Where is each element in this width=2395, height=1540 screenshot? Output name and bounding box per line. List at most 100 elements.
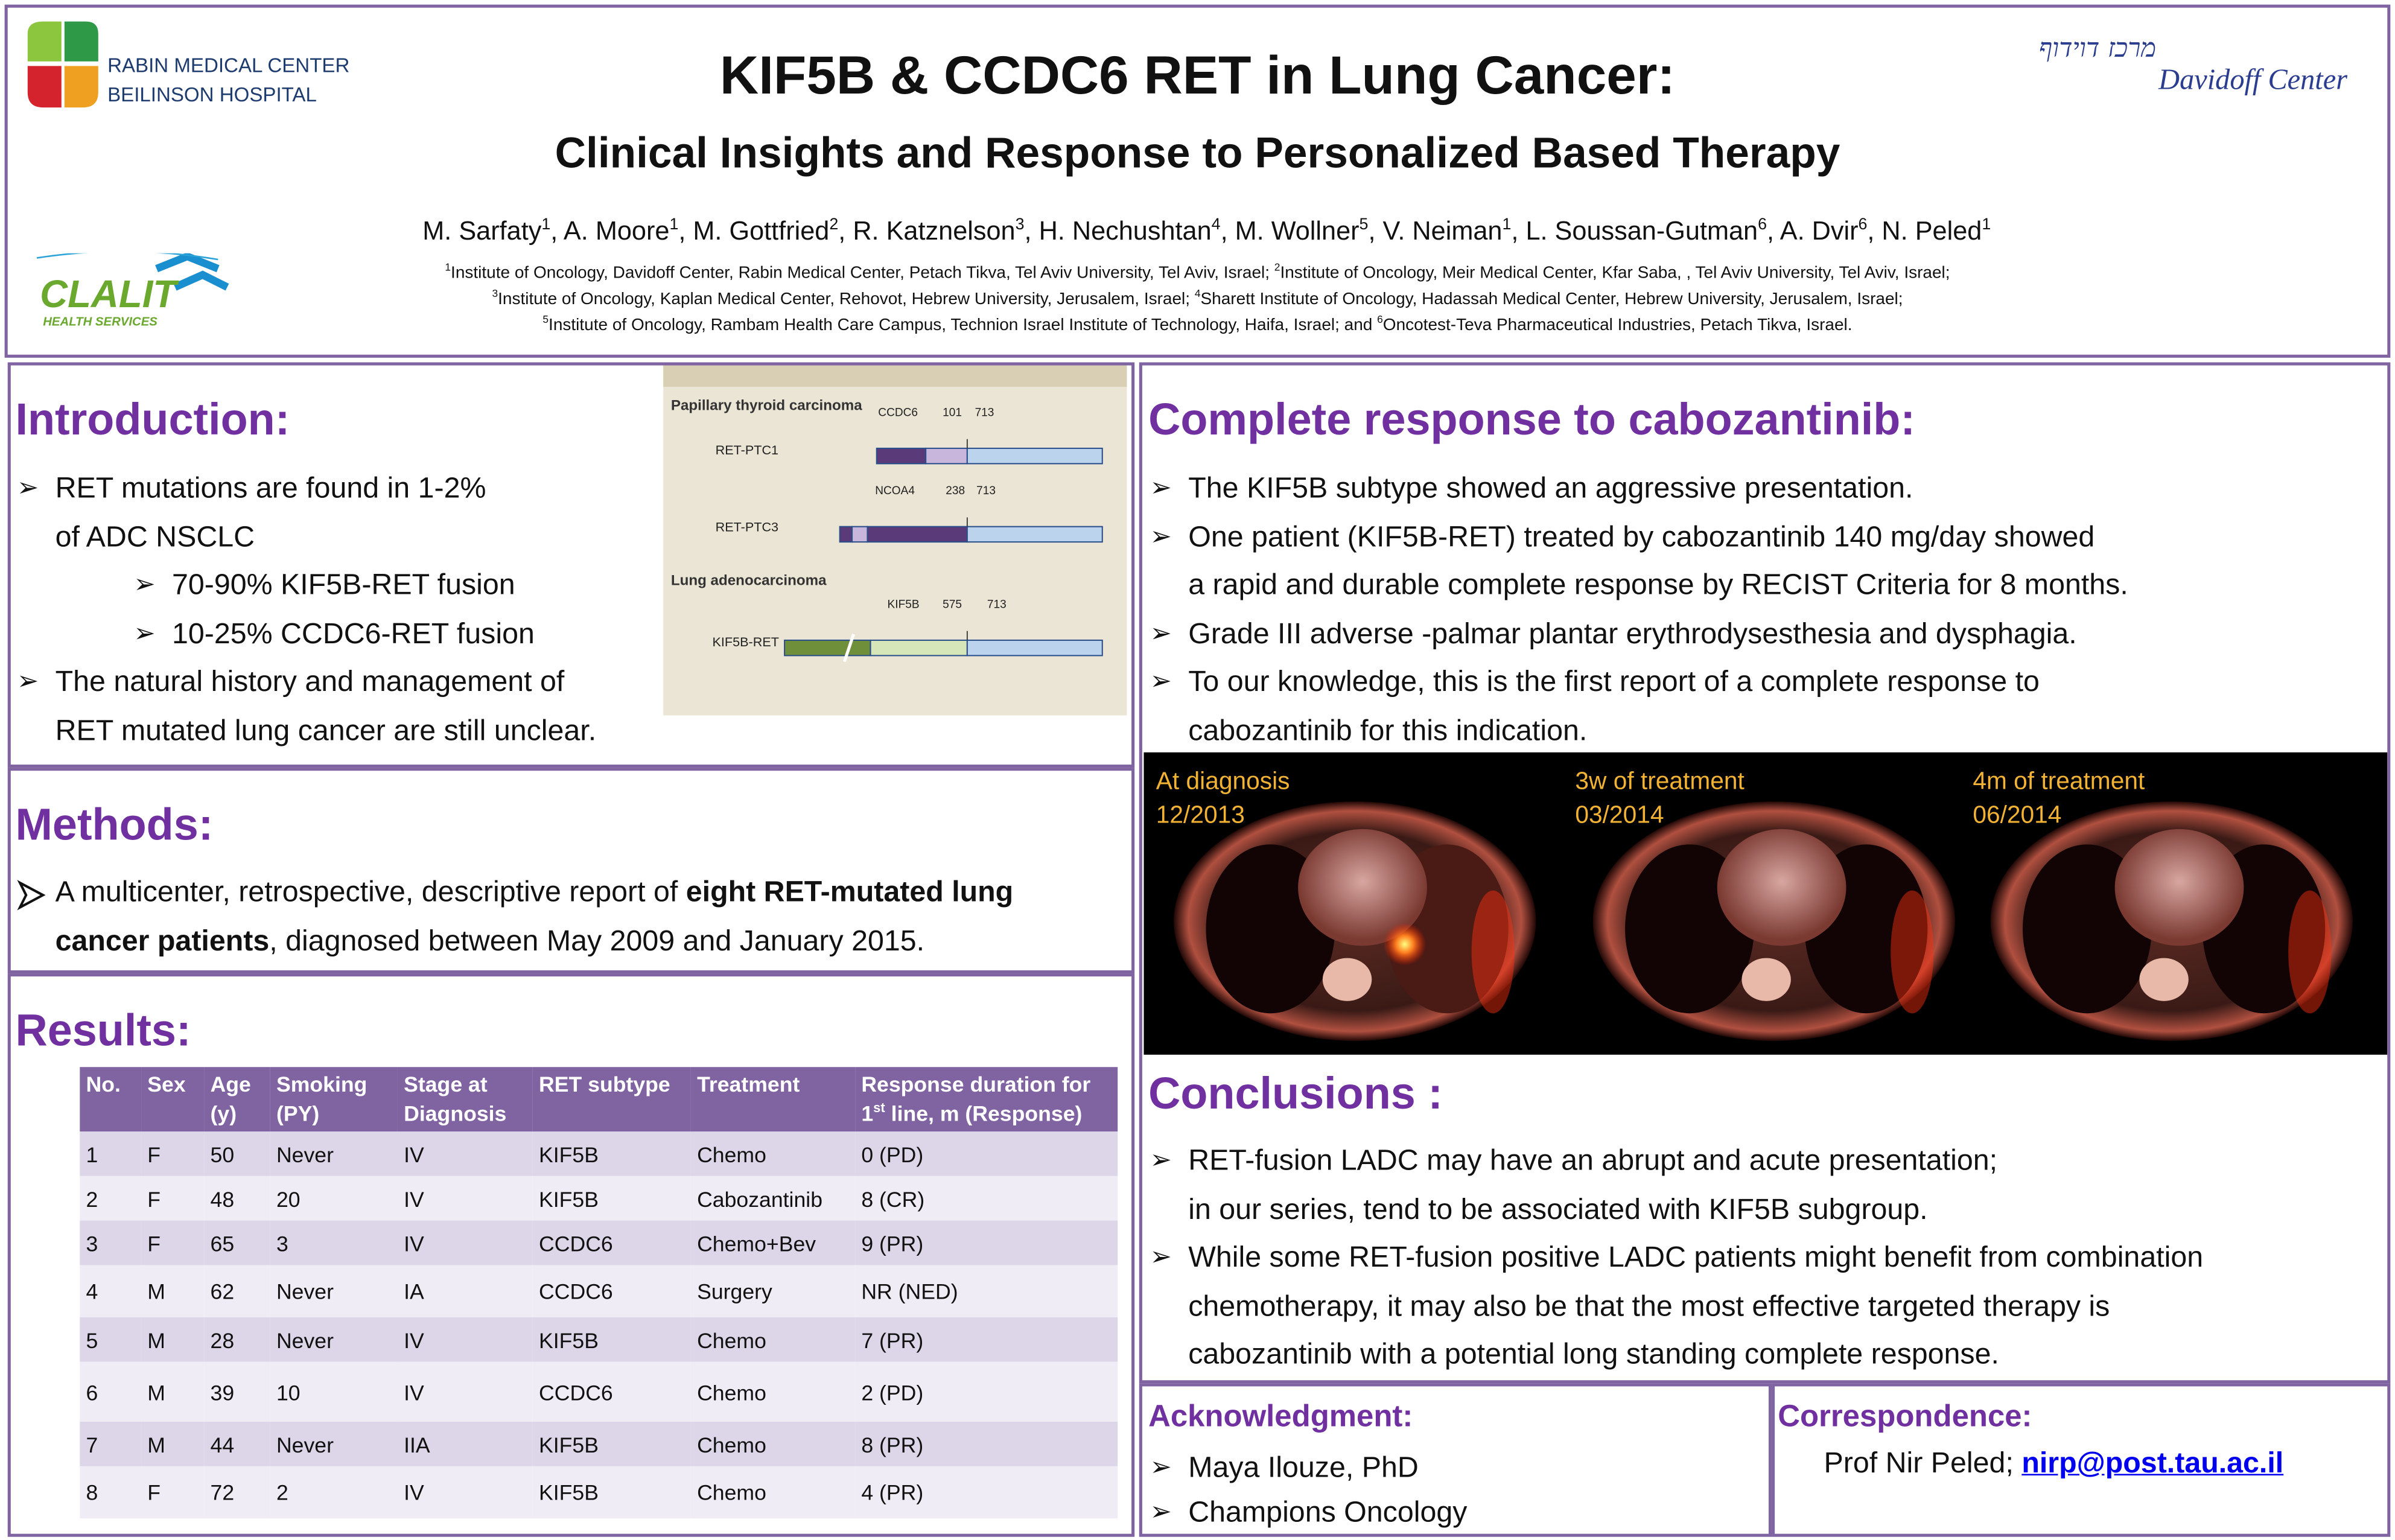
diagram-segment	[966, 447, 1103, 465]
author-name: V. Neiman	[1382, 216, 1503, 246]
ct-label: 4m of treatment	[1973, 767, 2145, 795]
affiliation-line: 3Institute of Oncology, Kaplan Medical C…	[0, 287, 2395, 313]
author-affiliation-number: 4	[1211, 215, 1221, 234]
table-cell: CCDC6	[532, 1265, 691, 1317]
table-cell: Chemo+Bev	[690, 1220, 856, 1265]
table-cell: KIF5B	[532, 1317, 691, 1362]
table-row: 8 F 72 2 IV KIF5B Chemo 4 (PR)	[80, 1466, 1118, 1519]
ct-heart	[1298, 829, 1427, 946]
table-cell: 1	[80, 1131, 142, 1176]
diagram-segment	[851, 526, 868, 543]
table-row: 7 M 44 Never IIA KIF5B Chemo 8 (PR)	[80, 1421, 1118, 1466]
table-cell: CCDC6	[532, 1361, 691, 1422]
author-affiliation-number: 1	[541, 215, 551, 234]
table-header-cell: Sex	[141, 1067, 205, 1132]
bullet-line: RET mutations are found in 1-2%	[55, 472, 486, 506]
bullet-line: chemotherapy, it may also be that the mo…	[1188, 1290, 2110, 1323]
table-cell: 50	[204, 1131, 270, 1176]
rabin-logo-icon	[27, 21, 98, 108]
diagram-position-label: 238	[946, 485, 965, 497]
author: M. Sarfaty1	[422, 217, 564, 246]
table-cell: 7 (PR)	[855, 1317, 1118, 1362]
methods-text-part: A multicenter, retrospective, descriptiv…	[55, 876, 686, 909]
diagram-position-label: 713	[976, 485, 996, 497]
author-affiliation-number: 6	[1858, 215, 1868, 234]
correspondence-line: Prof Nir Peled; nirp@post.tau.ac.il	[1824, 1448, 2284, 1481]
table-cell: KIF5B	[532, 1421, 691, 1466]
table-cell: M	[141, 1361, 205, 1422]
bullet-line: The natural history and management of	[55, 666, 565, 699]
table-cell: NR (NED)	[855, 1265, 1118, 1317]
author: R. Katznelson3	[853, 217, 1038, 246]
table-cell: IV	[397, 1176, 533, 1221]
table-cell: CCDC6	[532, 1220, 691, 1265]
diagram-section-title: Papillary thyroid carcinoma	[671, 397, 862, 413]
bullet-line: 70-90% KIF5B-RET fusion	[171, 569, 515, 602]
header-text-part: line, m (Response)	[885, 1101, 1083, 1125]
bullet: One patient (KIF5B-RET) treated by caboz…	[1150, 514, 2128, 610]
table-cell: 28	[204, 1317, 270, 1362]
bullet-line: cabozantinib with a potential long stand…	[1188, 1338, 1999, 1371]
table-cell: Chemo	[690, 1131, 856, 1176]
bullet: The KIF5B subtype showed an aggressive p…	[1150, 465, 1913, 514]
table-cell: KIF5B	[532, 1176, 691, 1221]
authors: M. Sarfaty1A. Moore1M. Gottfried2R. Katz…	[0, 217, 2395, 247]
table-row: 2 F 48 20 IV KIF5B Cabozantinib 8 (CR)	[80, 1176, 1118, 1221]
table-cell: 8 (CR)	[855, 1176, 1118, 1221]
clalit-logo-icon	[36, 253, 229, 291]
affiliations: 1Institute of Oncology, Davidoff Center,…	[0, 261, 2395, 340]
author: L. Soussan-Gutman6	[1525, 217, 1780, 246]
table-row: 6 M 39 10 IV CCDC6 Chemo 2 (PD)	[80, 1361, 1118, 1422]
diagram-section-title: Lung adenocarcinoma	[671, 572, 827, 588]
affiliation-text: Oncotest-Teva Pharmaceutical Industries,…	[1382, 316, 1853, 335]
table-cell: 62	[204, 1265, 270, 1317]
ct-spine	[2139, 958, 2189, 1001]
bullet: 70-90% KIF5B-RET fusion	[133, 562, 515, 610]
diagram-segment	[925, 447, 968, 465]
table-cell: M	[141, 1265, 205, 1317]
diagram-segment	[966, 639, 1103, 657]
ct-uptake	[1471, 890, 1515, 1014]
table-cell: F	[141, 1466, 205, 1519]
author: N. Peled1	[1881, 217, 1991, 246]
author-name: M. Sarfaty	[422, 216, 542, 246]
author-affiliation-number: 3	[1015, 215, 1025, 234]
table-cell: F	[141, 1220, 205, 1265]
table-cell: Cabozantinib	[690, 1176, 856, 1221]
table-header-cell: Response duration for 1st line, m (Respo…	[855, 1067, 1118, 1132]
rabin-line: RABIN MEDICAL CENTER	[107, 54, 350, 77]
author-affiliation-number: 6	[1758, 215, 1767, 234]
subtitle: Clinical Insights and Response to Person…	[555, 129, 1840, 177]
diagram-row-label: KIF5B-RET	[713, 634, 779, 649]
header-box	[4, 4, 2391, 358]
fusion-diagram: Papillary thyroid carcinoma RET-PTC1 CCDC6…	[663, 365, 1127, 716]
ct-date: 03/2014	[1575, 801, 1664, 829]
davidoff-name: Davidoff Center	[2158, 64, 2348, 97]
table-cell: Never	[270, 1265, 398, 1317]
table-header-cell: Smoking (PY)	[270, 1067, 398, 1132]
methods-box	[7, 768, 1135, 974]
affiliation-number: 5	[542, 315, 549, 326]
diagram-segment	[839, 526, 853, 543]
affiliation-number: 2	[1274, 262, 1280, 274]
table-cell: 39	[204, 1361, 270, 1422]
author: V. Neiman1	[1383, 217, 1526, 246]
table-cell: 44	[204, 1421, 270, 1466]
diagram-row-label: RET-PTC1	[716, 442, 778, 457]
table-header-cell: RET subtype	[532, 1067, 691, 1132]
author-affiliation-number: 1	[1982, 215, 1991, 234]
ct-label: 3w of treatment	[1575, 767, 1744, 795]
table-cell: IV	[397, 1131, 533, 1176]
bullet-arrow	[17, 880, 46, 911]
author: A. Moore1	[564, 217, 693, 246]
bullet: Grade III adverse -palmar plantar erythr…	[1150, 610, 2077, 658]
diagram-segment	[876, 447, 927, 465]
affiliation-number: 6	[1377, 315, 1383, 326]
table-header-row: No. Sex Age (y) Smoking (PY) Stage at Diagno…	[80, 1067, 1118, 1132]
email-link[interactable]: nirp@post.tau.ac.il	[2021, 1448, 2284, 1480]
bullet-line: cabozantinib for this indication.	[1188, 714, 1588, 747]
header-text-part: Response duration for 1	[861, 1071, 1091, 1125]
correspondence-box	[1772, 1383, 2391, 1537]
